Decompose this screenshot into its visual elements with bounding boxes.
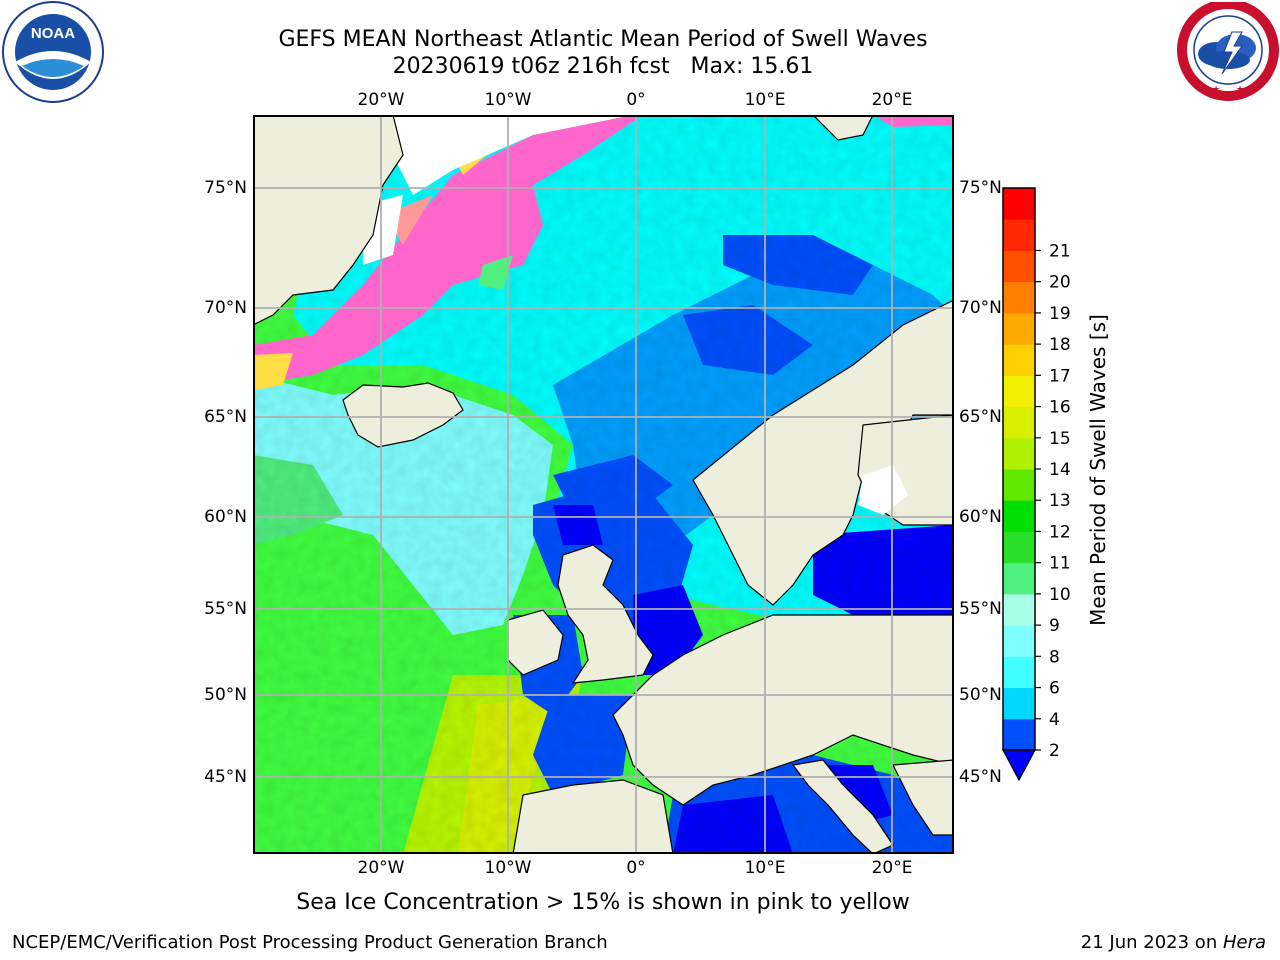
colorbar-tick-label: 8 bbox=[1049, 647, 1060, 667]
no-data-area bbox=[393, 115, 633, 195]
colorbar-segment bbox=[1003, 562, 1035, 595]
colorbar-tick-label: 20 bbox=[1049, 273, 1071, 293]
colorbar-tick-label: 13 bbox=[1049, 491, 1071, 511]
left-lat-label: 55°N bbox=[204, 599, 247, 619]
map-subtitle: 20230619 t06z 216h fcst Max: 15.61 bbox=[392, 54, 814, 79]
sea-ice-band bbox=[253, 115, 643, 385]
colorbar-segment bbox=[1003, 250, 1035, 283]
map-gridlines bbox=[253, 115, 954, 854]
right-lat-label: 75°N bbox=[959, 178, 1002, 198]
land-europe bbox=[612, 614, 954, 806]
land-great-britain bbox=[557, 544, 654, 684]
top-lon-label: 20°E bbox=[871, 90, 913, 110]
footer-date-text: 21 Jun 2023 on bbox=[1080, 932, 1223, 953]
left-lat-label: 50°N bbox=[204, 685, 247, 705]
colorbar-segment bbox=[1003, 437, 1035, 470]
colorbar-segment bbox=[1003, 469, 1035, 501]
colorbar-segment bbox=[1003, 593, 1035, 626]
colorbar-segment bbox=[1003, 188, 1035, 220]
colorbar-tick-label: 6 bbox=[1049, 679, 1060, 699]
colorbar-tick-label: 16 bbox=[1049, 398, 1071, 418]
colorbar-segment bbox=[1003, 531, 1035, 564]
swell-period-map bbox=[253, 115, 954, 854]
colorbar-tick-label: 11 bbox=[1049, 554, 1071, 574]
right-lat-label: 50°N bbox=[959, 685, 1002, 705]
colorbar-tick-label: 4 bbox=[1049, 710, 1060, 730]
bottom-lon-label: 20°E bbox=[871, 858, 913, 878]
right-lat-label: 60°N bbox=[959, 507, 1002, 527]
colorbar-extend-triangle bbox=[1002, 749, 1036, 782]
colorbar-segment bbox=[1003, 718, 1035, 751]
nws-star-icon: ★ bbox=[1212, 85, 1220, 95]
colorbar-segment bbox=[1003, 500, 1035, 532]
right-lat-label: 70°N bbox=[959, 298, 1002, 318]
right-lat-label: 55°N bbox=[959, 599, 1002, 619]
colorbar-tick-label: 19 bbox=[1049, 304, 1071, 324]
colorbar-tick-label: 9 bbox=[1049, 616, 1060, 636]
footer-credit: NCEP/EMC/Verification Post Processing Pr… bbox=[12, 932, 608, 953]
left-lat-label: 70°N bbox=[204, 298, 247, 318]
land-scandinavia bbox=[692, 299, 954, 606]
bottom-lon-label: 10°E bbox=[744, 858, 786, 878]
footer-date: 21 Jun 2023 on Hera bbox=[1081, 932, 1266, 953]
colorbar-segment bbox=[1003, 312, 1035, 345]
land-greenland bbox=[253, 115, 404, 326]
land-iberia bbox=[512, 779, 674, 854]
left-lat-label: 75°N bbox=[204, 178, 247, 198]
nws-star-icon: ★ bbox=[1236, 85, 1244, 95]
land-balkans bbox=[892, 759, 954, 836]
sea-ice-footnote: Sea Ice Concentration > 15% is shown in … bbox=[296, 890, 910, 915]
left-lat-label: 45°N bbox=[204, 767, 247, 787]
colorbar-tick-label: 21 bbox=[1049, 241, 1071, 261]
colorbar-tick-label: 12 bbox=[1049, 522, 1071, 542]
colorbar-segment bbox=[1003, 625, 1035, 657]
noaa-logo-text: NOAA bbox=[31, 25, 75, 42]
no-data-bothnia bbox=[858, 465, 908, 515]
colorbar-tick-label: 15 bbox=[1049, 429, 1071, 449]
colorbar-segment bbox=[1003, 219, 1035, 251]
colorbar-segment bbox=[1003, 406, 1035, 439]
colorbar-tick-label: 17 bbox=[1049, 366, 1071, 386]
colorbar-segment bbox=[1003, 281, 1035, 314]
left-lat-label: 60°N bbox=[204, 507, 247, 527]
colorbar-tick-label: 10 bbox=[1049, 585, 1071, 605]
top-lon-label: 10°E bbox=[744, 90, 786, 110]
colorbar-tick-label: 2 bbox=[1049, 741, 1060, 761]
map-frame bbox=[253, 115, 954, 854]
colorbar-segment bbox=[1003, 656, 1035, 689]
bottom-lon-label: 20°W bbox=[357, 858, 405, 878]
noaa-logo: NOAA bbox=[2, 1, 104, 103]
land-svalbard bbox=[812, 115, 874, 141]
colorbar: 2 4 6 8 9 10 11 12 13 14 15 16 17 18 19 20 21 bbox=[1002, 187, 1071, 782]
right-lat-label: 65°N bbox=[959, 407, 1002, 427]
top-lon-label: 0° bbox=[626, 90, 646, 110]
colorbar-tick-label: 14 bbox=[1049, 460, 1071, 480]
right-lat-label: 45°N bbox=[959, 767, 1002, 787]
colorbar-label: Mean Period of Swell Waves [s] bbox=[1086, 314, 1110, 626]
map-title: GEFS MEAN Northeast Atlantic Mean Period… bbox=[278, 27, 928, 52]
nws-logo: ★ ★ bbox=[1177, 2, 1279, 101]
colorbar-segment bbox=[1003, 375, 1035, 408]
colorbar-tick-label: 18 bbox=[1049, 335, 1071, 355]
colorbar-segment bbox=[1003, 687, 1035, 720]
left-lat-label: 65°N bbox=[204, 407, 247, 427]
bottom-lon-label: 10°W bbox=[484, 858, 532, 878]
footer-host: Hera bbox=[1222, 932, 1266, 953]
bottom-lon-label: 0° bbox=[626, 858, 646, 878]
top-lon-label: 10°W bbox=[484, 90, 532, 110]
colorbar-segment bbox=[1003, 344, 1035, 376]
top-lon-label: 20°W bbox=[357, 90, 405, 110]
land-italy bbox=[791, 759, 894, 854]
